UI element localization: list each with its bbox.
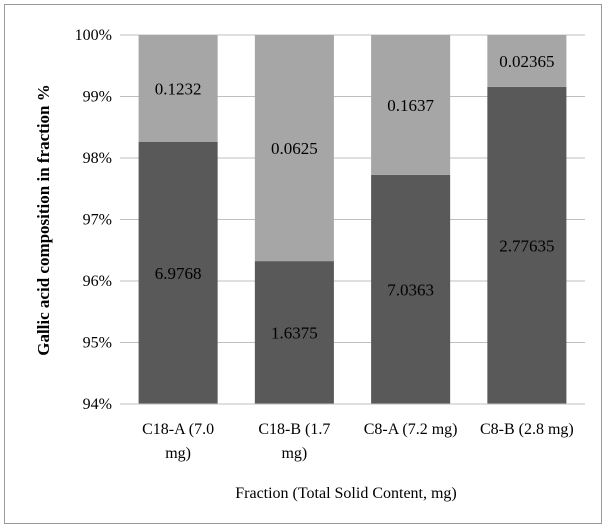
- y-tick-label: 100%: [75, 27, 112, 44]
- x-tick-label: C8-A (7.2 mg): [364, 421, 458, 438]
- bar-segment: [487, 86, 567, 405]
- bar-segment: [254, 261, 334, 404]
- data-label: 0.0625: [271, 139, 318, 158]
- x-axis-title: Fraction (Total Solid Content, mg): [235, 485, 457, 502]
- y-tick-label: 99%: [83, 89, 112, 106]
- bar-segment: [138, 35, 218, 142]
- x-tick-label: mg): [281, 445, 307, 462]
- x-tick-label: C8-B (2.8 mg): [480, 421, 574, 438]
- data-label: 0.1637: [387, 96, 434, 115]
- y-tick-label: 96%: [83, 273, 112, 290]
- y-tick-labels: 94% 95% 96% 97% 98% 99% 100%: [75, 27, 112, 413]
- data-label: 1.6375: [271, 324, 318, 343]
- bar-segment: [138, 141, 218, 404]
- y-tick-label: 95%: [83, 335, 112, 352]
- y-tick-label: 98%: [83, 150, 112, 167]
- bar-segment: [371, 174, 451, 404]
- y-tick-label: 94%: [83, 396, 112, 413]
- x-tick-label: C18-B (1.7: [258, 421, 330, 438]
- data-label: 7.0363: [387, 280, 434, 299]
- x-tick-label: mg): [165, 445, 191, 462]
- x-category-labels: C18-A (7.0 mg) C18-B (1.7 mg) C8-A (7.2 mg) C…: [142, 421, 574, 462]
- bars: 6.9768 0.1232 1.6375 0.0625 7.0363 0.1637 2.77…: [138, 35, 567, 405]
- data-label: 2.77635: [499, 236, 554, 255]
- y-tick-label: 97%: [83, 212, 112, 229]
- data-label: 6.9768: [155, 264, 202, 283]
- y-axis-title: Gallic acid composition in fraction %: [34, 84, 53, 356]
- data-label: 0.1232: [155, 79, 202, 98]
- bar-segment: [487, 35, 567, 87]
- x-tick-label: C18-A (7.0: [142, 421, 214, 438]
- data-label: 0.02365: [499, 52, 554, 71]
- bar-segment: [371, 35, 451, 175]
- bar-segment: [254, 35, 334, 262]
